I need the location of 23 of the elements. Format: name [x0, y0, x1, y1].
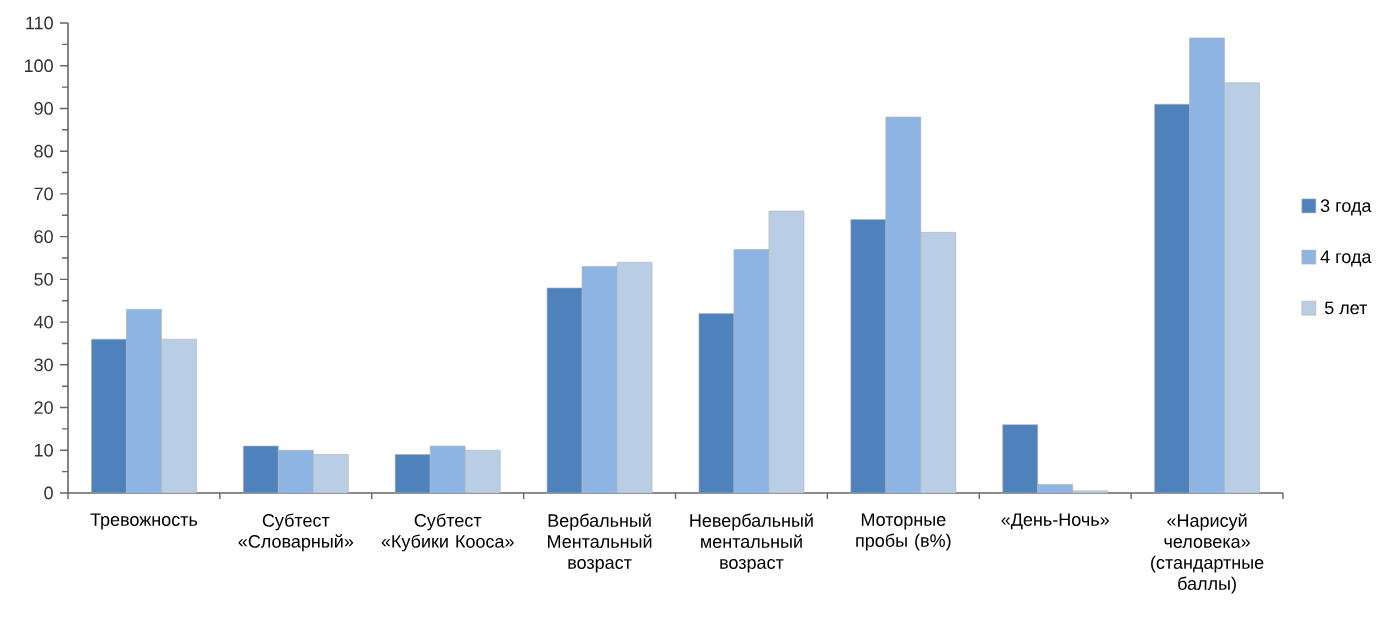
y-tick-label: 60	[34, 230, 53, 244]
y-tick-label: 50	[34, 272, 53, 286]
x-tick-label: Моторные пробы (в%)	[856, 513, 951, 551]
y-tick-label: 90	[34, 102, 53, 115]
x-tick-label: «День-Ночь»	[1001, 513, 1109, 530]
y-tick-label: 0	[44, 486, 53, 500]
x-tick-label: Невербальный ментальный возраст	[690, 513, 813, 573]
x-tick-label: Субтест «Кубики Кооса»	[381, 513, 514, 552]
x-tick-label: «Нарисуй человека» (стандартные баллы)	[1151, 513, 1264, 594]
x-tick-label: Вербальный Ментальный возраст	[548, 513, 652, 573]
x-tick-label: Тревожность	[90, 513, 198, 530]
y-tick-label: 70	[34, 187, 53, 201]
y-tick-label: 80	[34, 144, 53, 158]
y-tick-label: 30	[34, 358, 53, 372]
legend-label: 4 года	[1320, 250, 1372, 267]
y-tick-label: 10	[34, 443, 53, 457]
y-tick-label: 20	[34, 401, 53, 414]
legend-label: 5 лет	[1324, 301, 1368, 315]
y-tick-label: 40	[34, 315, 53, 329]
y-tick-label: 100	[24, 59, 53, 73]
legend-label: 3 года	[1320, 199, 1372, 216]
x-tick-label: Субтест «Словарный»	[238, 513, 354, 552]
y-tick-label: 110	[26, 16, 53, 30]
